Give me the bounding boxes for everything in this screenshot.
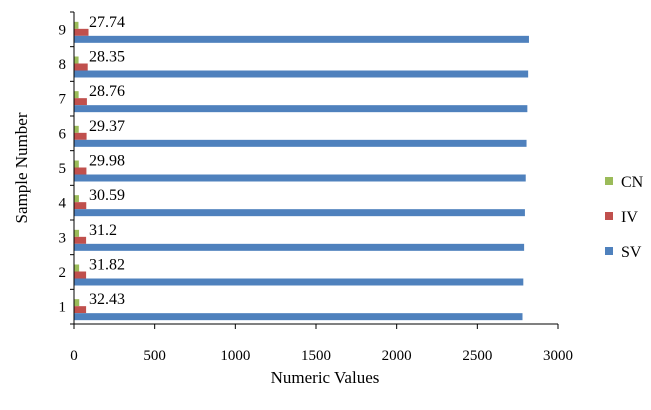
bar-iv-sample-5 [74, 167, 87, 175]
y-tick-label-7: 7 [59, 92, 67, 108]
data-label-sample-3: 31.2 [89, 222, 117, 239]
x-tick-label-500: 500 [143, 348, 166, 364]
bar-cn-sample-1 [74, 299, 80, 307]
y-ticks-group: 1 2 3 4 5 6 7 8 9 [59, 11, 74, 325]
bar-sv-sample-2 [74, 278, 524, 286]
data-labels-group: 32.43 31.82 31.2 30.59 29.98 29.37 28.76 28.35 2… [89, 14, 125, 308]
y-tick-label-2: 2 [59, 265, 67, 281]
bar-sv-sample-5 [74, 174, 526, 182]
bars-group [74, 21, 529, 321]
bar-cn-sample-6 [74, 125, 79, 133]
bar-iv-sample-6 [74, 132, 87, 140]
legend-label-iv: IV [621, 209, 638, 226]
bar-iv-sample-7 [74, 98, 87, 106]
bar-iv-sample-4 [74, 202, 87, 210]
legend-swatch-cn [605, 177, 613, 185]
x-tick-label-3000: 3000 [543, 348, 573, 364]
bar-iv-sample-3 [74, 236, 87, 244]
bar-sv-sample-4 [74, 209, 525, 217]
y-tick-label-1: 1 [59, 300, 67, 316]
legend: CN IV SV [605, 174, 644, 261]
bar-cn-sample-5 [74, 160, 79, 168]
data-label-sample-4: 30.59 [89, 187, 125, 204]
y-tick-label-4: 4 [59, 196, 67, 212]
x-tick-label-2500: 2500 [462, 348, 492, 364]
y-axis-title: Sample Number [12, 112, 31, 223]
data-label-sample-2: 31.82 [89, 257, 125, 274]
bar-cn-sample-3 [74, 229, 80, 237]
bar-iv-sample-1 [74, 306, 87, 314]
data-label-sample-7: 28.76 [89, 83, 125, 100]
legend-swatch-iv [605, 212, 613, 220]
bar-cn-sample-2 [74, 264, 80, 272]
bar-sv-sample-1 [74, 313, 523, 321]
bar-cn-sample-7 [74, 91, 79, 99]
bar-sv-sample-8 [74, 70, 529, 78]
y-tick-label-3: 3 [59, 230, 67, 246]
x-ticks-group: 0 500 1000 1500 2000 2500 3000 [70, 324, 573, 364]
x-tick-label-0: 0 [70, 348, 78, 364]
y-tick-label-5: 5 [59, 161, 67, 177]
y-tick-label-6: 6 [59, 126, 67, 142]
bar-sv-sample-3 [74, 243, 525, 251]
y-tick-label-8: 8 [59, 57, 67, 73]
x-tick-label-1500: 1500 [301, 348, 331, 364]
bar-cn-sample-8 [74, 56, 79, 64]
bar-iv-sample-8 [74, 63, 88, 71]
x-tick-label-2000: 2000 [382, 348, 412, 364]
bar-sv-sample-6 [74, 139, 527, 147]
data-label-sample-1: 32.43 [89, 291, 125, 308]
x-axis-title: Numeric Values [271, 368, 380, 387]
bar-sv-sample-7 [74, 105, 528, 113]
bar-iv-sample-9 [74, 28, 89, 36]
bar-cn-sample-4 [74, 195, 79, 203]
data-label-sample-8: 28.35 [89, 49, 125, 66]
bar-iv-sample-2 [74, 271, 87, 279]
legend-label-cn: CN [621, 174, 644, 191]
bar-cn-sample-9 [74, 21, 79, 29]
data-label-sample-5: 29.98 [89, 153, 125, 170]
bar-sv-sample-9 [74, 35, 529, 43]
data-label-sample-9: 27.74 [89, 14, 125, 31]
legend-swatch-sv [605, 247, 613, 255]
data-label-sample-6: 29.37 [89, 118, 125, 135]
y-tick-label-9: 9 [59, 22, 67, 38]
x-tick-label-1000: 1000 [220, 348, 250, 364]
legend-label-sv: SV [621, 244, 642, 261]
